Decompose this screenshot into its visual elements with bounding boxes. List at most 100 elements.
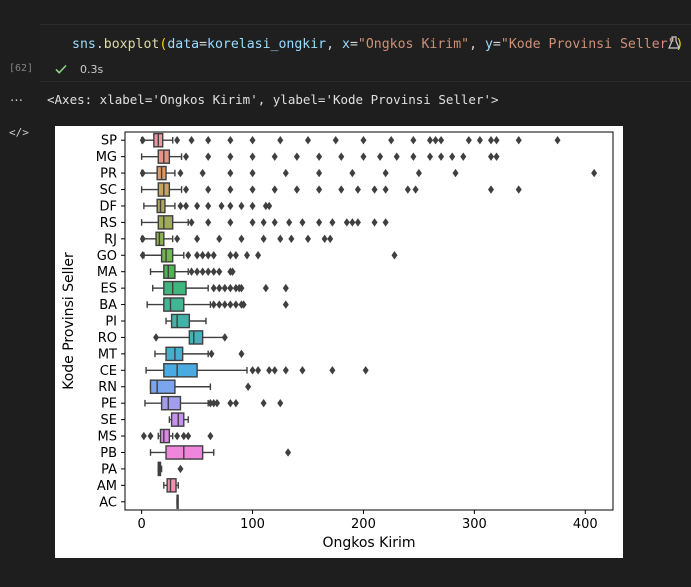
more-actions-icon[interactable]: … (10, 90, 24, 105)
box-RJ: RJ (104, 231, 334, 247)
iqr-box (166, 478, 177, 493)
outlier-point (139, 234, 146, 244)
outlier-point (382, 168, 389, 178)
flask-icon[interactable] (668, 36, 680, 50)
code-token: sns (72, 37, 96, 52)
outlier-point (177, 168, 184, 178)
outlier-point (221, 300, 228, 309)
outlier-point (338, 185, 345, 194)
outlier-point (255, 366, 262, 375)
outlier-point (238, 201, 245, 211)
outlier-point (371, 185, 378, 194)
outlier-point (249, 201, 256, 211)
outlier-point (188, 136, 195, 145)
code-cell[interactable]: sns.boxplot(data=korelasi_ongkir, x="Ong… (40, 24, 691, 82)
outlier-point (354, 185, 361, 194)
execution-count: [62] (9, 63, 34, 74)
x-axis-label: Ongkos Kirim (322, 535, 415, 551)
outlier-point (382, 218, 389, 227)
iqr-box (163, 363, 198, 378)
outlier-point (218, 201, 225, 211)
outlier-point (329, 366, 336, 375)
outlier-point (349, 218, 356, 227)
outlier-point (194, 234, 201, 244)
y-tick-label: RO (98, 331, 117, 346)
outlier-point (329, 218, 336, 227)
code-token: korelasi_ongkir (207, 37, 327, 52)
outlier-point (188, 267, 195, 276)
outlier-point (216, 267, 223, 276)
outlier-point (488, 136, 494, 145)
y-tick-label: PA (101, 462, 117, 477)
outlier-point (371, 218, 378, 227)
outlier-point (515, 136, 522, 145)
outlier-point (412, 185, 419, 194)
outlier-point (194, 267, 201, 276)
iqr-box (159, 428, 171, 444)
code-token: "Kode Provinsi Seller" (500, 37, 676, 52)
outlier-point (266, 366, 273, 375)
outlier-point (232, 251, 239, 260)
outlier-point (332, 136, 339, 145)
code-token: "Ongkos Kirim" (357, 37, 470, 52)
outlier-point (177, 201, 184, 211)
outlier-point (354, 218, 361, 227)
outlier-point (199, 168, 206, 178)
y-axis-label: Kode Provinsi Seller (61, 252, 77, 390)
outlier-point (183, 152, 189, 161)
outlier-point (393, 152, 400, 161)
output-code-icon[interactable]: </> (9, 126, 29, 139)
iqr-box (170, 313, 191, 329)
outlier-point (227, 152, 234, 161)
outlier-point (349, 168, 356, 178)
box-SE: SE (101, 412, 189, 428)
outlier-point (388, 136, 395, 145)
box-AM: AM (97, 478, 179, 494)
y-tick-label: PI (105, 315, 117, 330)
outlier-point (282, 283, 289, 293)
code-token: x (342, 37, 350, 52)
box-PE: PE (101, 395, 284, 412)
outlier-point (210, 283, 217, 293)
outlier-point (277, 234, 284, 244)
outlier-point (238, 349, 245, 359)
outlier-point (205, 267, 212, 276)
code-token: boxplot (103, 37, 160, 52)
outlier-point (227, 185, 234, 194)
outlier-point (432, 136, 439, 145)
x-tick-label: 0 (137, 517, 145, 532)
outlier-point (382, 185, 389, 194)
outlier-point (404, 185, 411, 194)
x-tick-label: 300 (462, 517, 487, 532)
x-tick-label: 100 (240, 517, 265, 532)
code-line[interactable]: sns.boxplot(data=korelasi_ongkir, x="Ong… (72, 37, 684, 52)
outlier-point (227, 300, 234, 309)
outlier-point (305, 136, 311, 145)
outlier-point (210, 267, 217, 276)
code-token: ( (159, 37, 168, 52)
outlier-point (216, 283, 223, 293)
y-tick-label: ES (101, 282, 117, 297)
outlier-point (285, 448, 292, 457)
outlier-point (232, 300, 239, 309)
box-MA: MA (97, 264, 236, 280)
iqr-box (149, 379, 176, 395)
outlier-point (362, 366, 369, 375)
box-SP: SP (101, 132, 561, 149)
iqr-box (160, 247, 174, 263)
outlier-point (221, 333, 228, 342)
code-token: = (349, 37, 358, 52)
outlier-point (438, 136, 445, 145)
y-tick-label: RN (98, 380, 117, 395)
outlier-point (205, 136, 212, 145)
outlier-point (227, 251, 234, 260)
box-RO: RO (98, 330, 228, 346)
x-tick-label: 200 (351, 517, 376, 532)
execution-time: 0.3s (80, 63, 104, 76)
code-token: data (167, 37, 200, 52)
outlier-point (249, 366, 256, 375)
box-RN: RN (98, 379, 252, 395)
y-tick-label: CE (100, 364, 117, 379)
outlier-point (299, 218, 306, 227)
